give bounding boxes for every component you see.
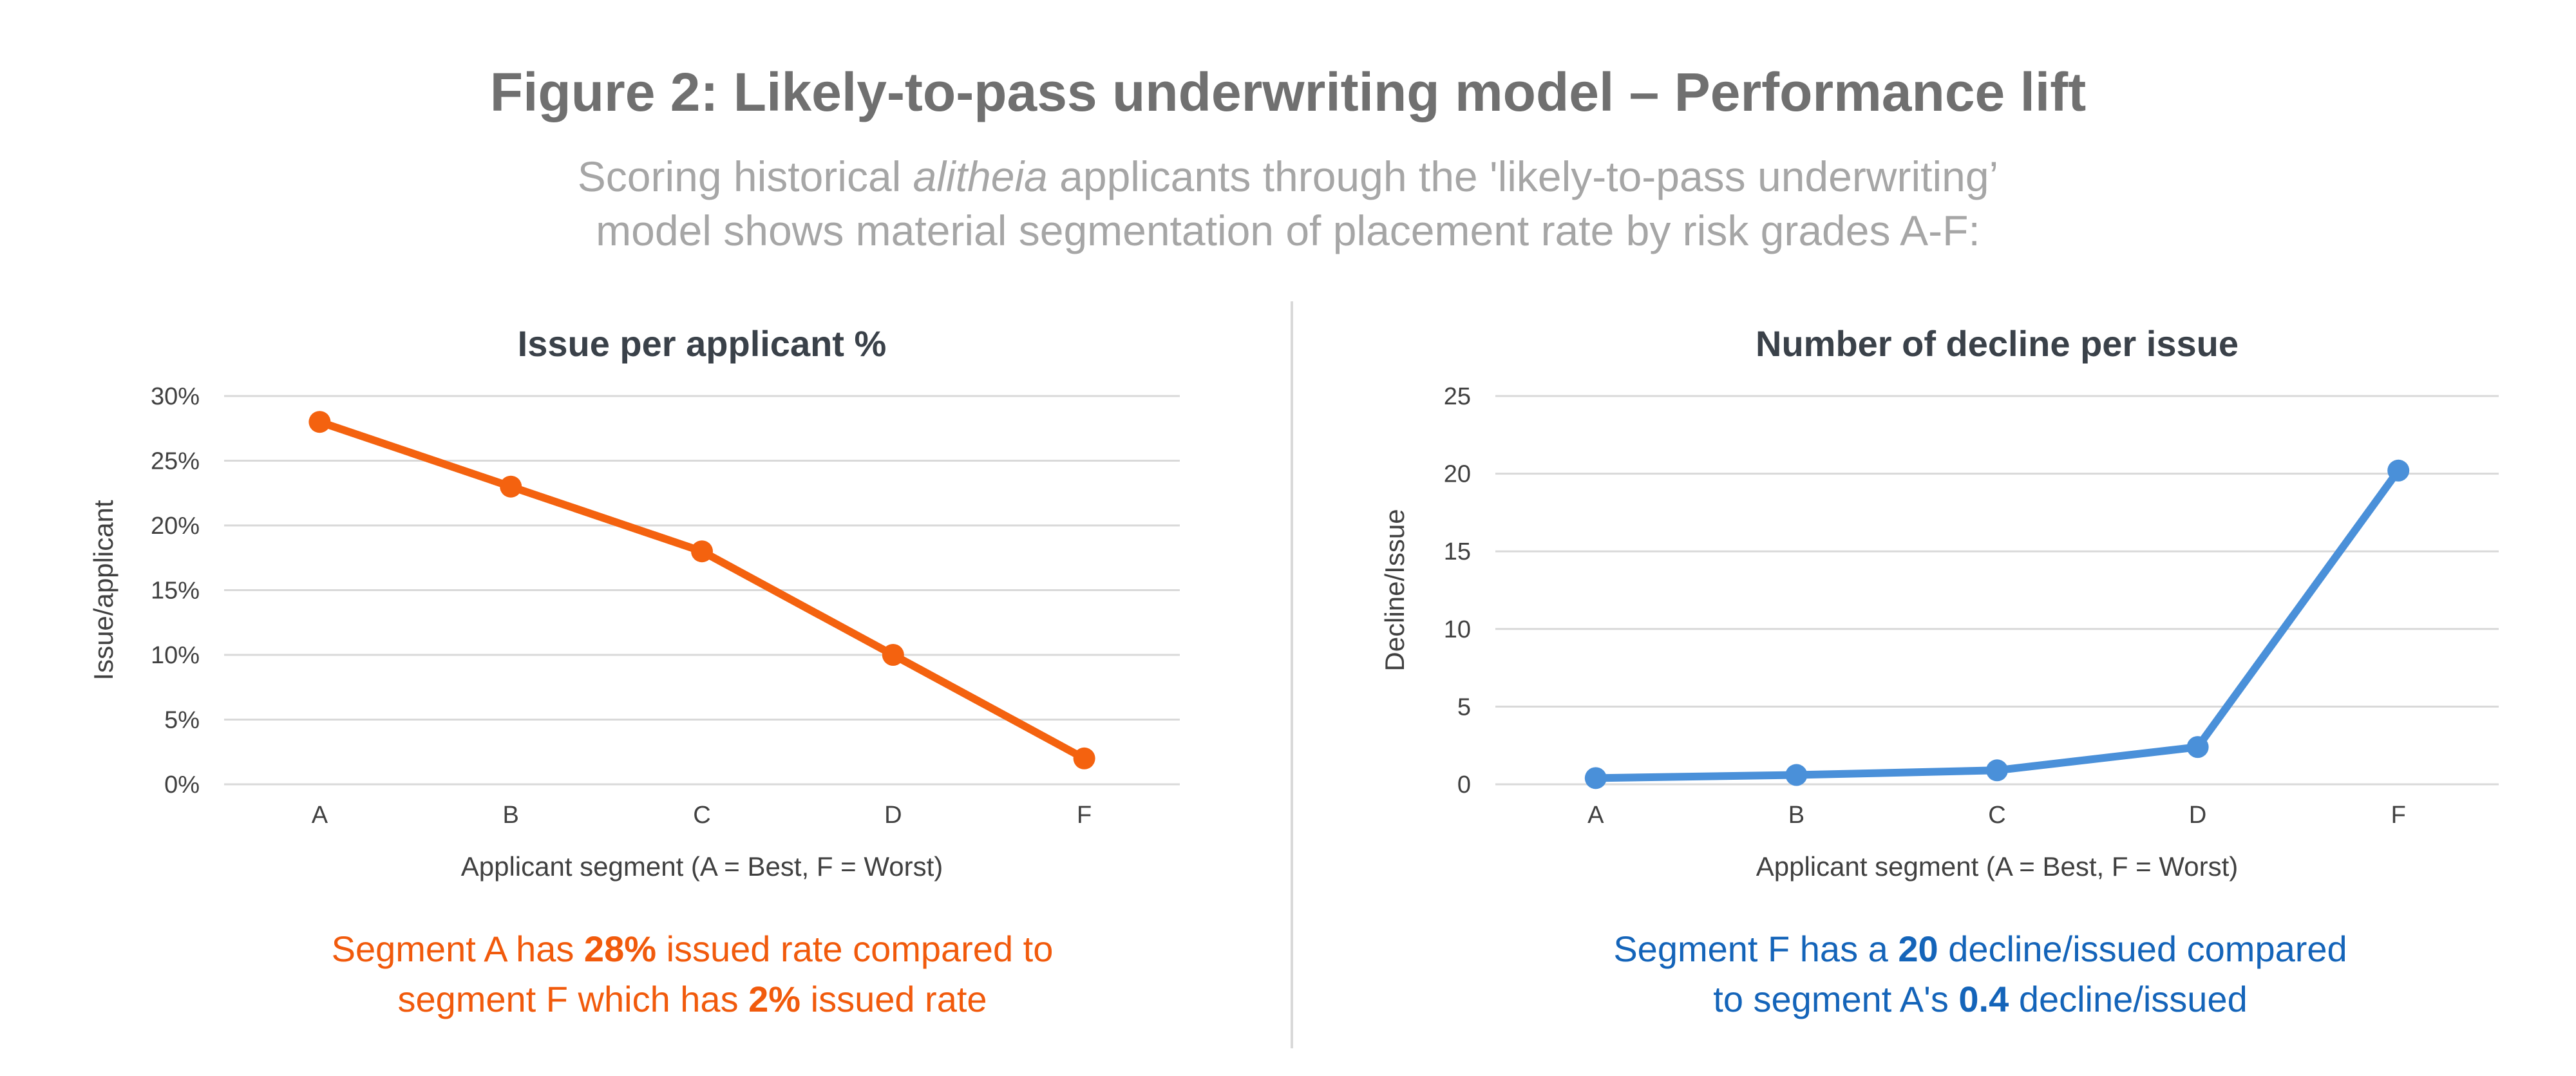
data-point bbox=[1785, 764, 1808, 786]
caption-highlight: 2% bbox=[748, 979, 801, 1019]
caption-text: decline/issued bbox=[2009, 979, 2248, 1019]
data-point bbox=[1073, 747, 1095, 769]
caption-highlight: 0.4 bbox=[1958, 979, 2009, 1019]
x-axis-label: Applicant segment (A = Best, F = Worst) bbox=[1756, 851, 2239, 882]
x-tick-label: F bbox=[1077, 802, 1092, 829]
x-tick-label: B bbox=[1788, 802, 1804, 829]
chart-title: Issue per applicant % bbox=[518, 323, 887, 364]
figure-title: Figure 2: Likely-to-pass underwriting mo… bbox=[489, 62, 2087, 122]
x-tick-label: A bbox=[1587, 802, 1604, 829]
y-tick-label: 5 bbox=[1457, 694, 1471, 721]
left-caption-line-1: Segment A has 28% issued rate compared t… bbox=[129, 924, 1256, 974]
figure-subtitle: Scoring historical alitheia applicants t… bbox=[0, 149, 2576, 258]
caption-text: issued rate bbox=[800, 979, 987, 1019]
y-tick-label: 20 bbox=[1444, 461, 1471, 488]
caption-highlight: 20 bbox=[1898, 929, 1938, 969]
y-tick-label: 20% bbox=[151, 513, 200, 540]
y-axis-label: Decline/Issue bbox=[1379, 509, 1410, 671]
right-caption-line-1: Segment F has a 20 decline/issued compar… bbox=[1417, 924, 2544, 974]
y-tick-label: 0 bbox=[1457, 771, 1471, 798]
right-caption: Segment F has a 20 decline/issued compar… bbox=[1417, 924, 2544, 1024]
left-caption: Segment A has 28% issued rate compared t… bbox=[129, 924, 1256, 1024]
caption-text: Segment F has a bbox=[1613, 929, 1899, 969]
y-tick-label: 25% bbox=[151, 448, 200, 475]
caption-text: decline/issued compared bbox=[1938, 929, 2347, 969]
left-caption-line-2: segment F which has 2% issued rate bbox=[129, 974, 1256, 1024]
subtitle-line-2: model shows material segmentation of pla… bbox=[596, 207, 1980, 254]
data-point bbox=[2387, 459, 2410, 482]
y-tick-label: 15% bbox=[151, 578, 200, 605]
x-tick-label: B bbox=[503, 802, 519, 829]
caption-text: to segment A's bbox=[1713, 979, 1959, 1019]
y-tick-label: 15 bbox=[1444, 538, 1471, 565]
data-point bbox=[691, 540, 713, 563]
subtitle-text: Scoring historical bbox=[577, 153, 913, 200]
issue-per-applicant-chart: Issue per applicant % 0% 5% 10% 15% 20% 25% 30%… bbox=[88, 323, 1180, 882]
x-axis-label: Applicant segment (A = Best, F = Worst) bbox=[461, 851, 943, 882]
x-tick-label: D bbox=[2189, 802, 2206, 829]
y-tick-label: 10 bbox=[1444, 616, 1471, 643]
y-axis-label: Issue/applicant bbox=[88, 500, 118, 681]
y-tick-label: 25 bbox=[1444, 383, 1471, 410]
subtitle-emphasis: alitheia bbox=[913, 153, 1048, 200]
data-point bbox=[500, 475, 522, 498]
caption-text: Segment A has bbox=[331, 929, 584, 969]
caption-text: segment F which has bbox=[397, 979, 749, 1019]
data-point bbox=[2186, 736, 2209, 759]
y-tick-label: 30% bbox=[151, 383, 200, 410]
panel-divider bbox=[1291, 301, 1293, 1048]
decline-per-issue-chart: Number of decline per issue 0 5 10 15 20 25 A B C… bbox=[1379, 323, 2499, 882]
subtitle-line-1: Scoring historical alitheia applicants t… bbox=[0, 149, 2576, 203]
subtitle-text: applicants through the 'likely-to-pass u… bbox=[1047, 153, 1999, 200]
y-tick-label: 5% bbox=[164, 707, 200, 734]
data-point bbox=[308, 411, 331, 433]
x-tick-label: C bbox=[1988, 802, 2005, 829]
data-point bbox=[882, 644, 904, 666]
x-tick-label: C bbox=[693, 802, 710, 829]
y-tick-label: 0% bbox=[164, 771, 200, 798]
caption-highlight: 28% bbox=[583, 929, 657, 969]
x-tick-label: D bbox=[884, 802, 902, 829]
x-tick-label: A bbox=[312, 802, 328, 829]
caption-text: issued rate compared to bbox=[656, 929, 1054, 969]
y-tick-label: 10% bbox=[151, 642, 200, 669]
right-caption-line-2: to segment A's 0.4 decline/issued bbox=[1417, 974, 2544, 1024]
chart-title: Number of decline per issue bbox=[1756, 323, 2239, 364]
x-tick-label: F bbox=[2391, 802, 2406, 829]
series-line bbox=[1591, 466, 2403, 782]
data-point bbox=[1986, 759, 2008, 782]
data-point bbox=[1584, 767, 1607, 789]
